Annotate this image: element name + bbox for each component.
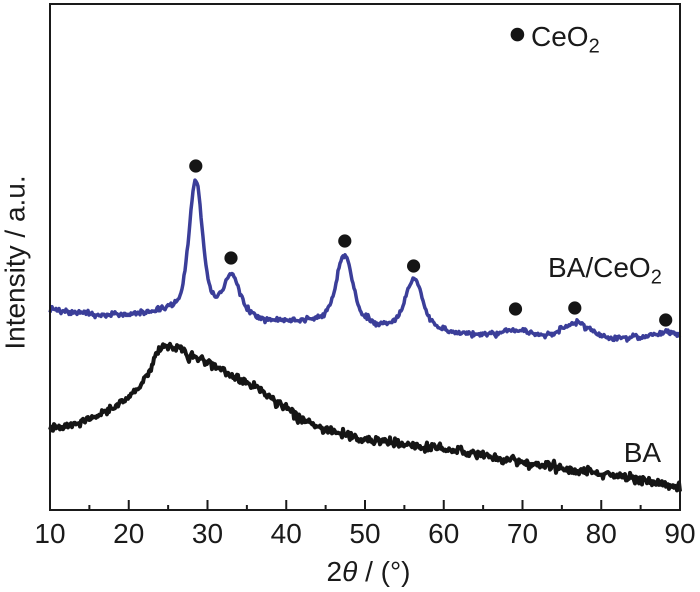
svg-text:90: 90: [664, 518, 695, 549]
svg-text:BA: BA: [624, 437, 662, 468]
svg-text:20: 20: [113, 518, 144, 549]
svg-text:50: 50: [349, 518, 380, 549]
svg-text:30: 30: [192, 518, 223, 549]
svg-text:10: 10: [34, 518, 65, 549]
svg-text:Intensity / a.u.: Intensity / a.u.: [0, 175, 31, 349]
svg-text:CeO2: CeO2: [531, 21, 600, 58]
svg-text:BA/CeO2: BA/CeO2: [548, 252, 662, 289]
svg-text:70: 70: [507, 518, 538, 549]
svg-text:60: 60: [428, 518, 459, 549]
svg-text:2θ / (°): 2θ / (°): [327, 556, 411, 587]
svg-text:80: 80: [586, 518, 617, 549]
svg-text:40: 40: [271, 518, 302, 549]
